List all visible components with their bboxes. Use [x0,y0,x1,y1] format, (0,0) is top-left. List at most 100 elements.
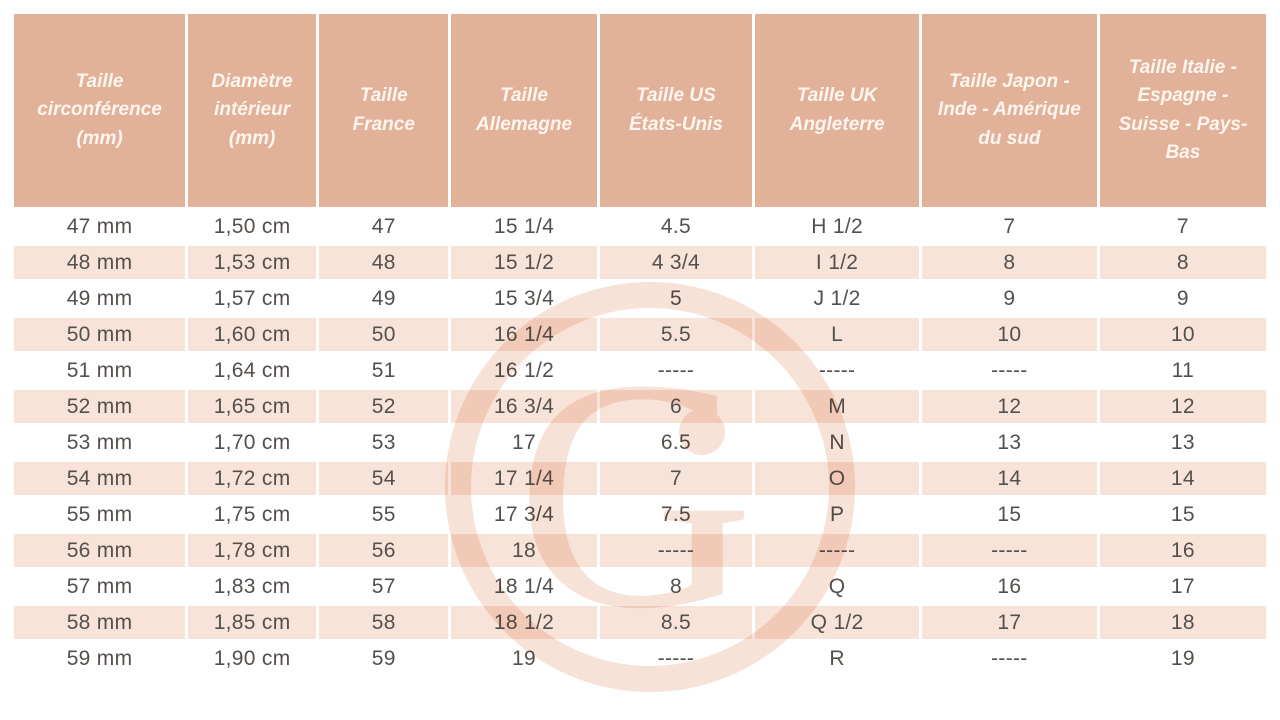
cell: 17 1/4 [451,462,597,495]
cell: ----- [599,642,753,675]
cell: 16 3/4 [451,390,597,423]
cell: 15 1/4 [451,210,597,243]
cell: R [755,642,919,675]
cell: 52 mm [14,390,186,423]
cell: 7 [599,462,753,495]
cell: 57 mm [14,570,186,603]
cell: 1,85 cm [188,606,317,639]
cell: 49 [319,282,449,315]
table-row: 54 mm 1,72 cm 54 17 1/4 7 O 14 14 [14,462,1266,495]
cell: 58 [319,606,449,639]
cell: 49 mm [14,282,186,315]
column-header: Diamètre intérieur (mm) [188,14,317,207]
cell: 1,75 cm [188,498,317,531]
cell: O [755,462,919,495]
cell: 52 [319,390,449,423]
cell: 17 [921,606,1097,639]
cell: 59 mm [14,642,186,675]
cell: 19 [451,642,597,675]
cell: 1,53 cm [188,246,317,279]
cell: 1,64 cm [188,354,317,387]
cell: ----- [599,354,753,387]
cell: 53 mm [14,426,186,459]
cell: 13 [921,426,1097,459]
cell: 1,70 cm [188,426,317,459]
cell: 7 [921,210,1097,243]
cell: 1,65 cm [188,390,317,423]
table-row: 59 mm 1,90 cm 59 19 ----- R ----- 19 [14,642,1266,675]
cell: 7.5 [599,498,753,531]
cell: 8 [921,246,1097,279]
cell: 1,83 cm [188,570,317,603]
cell: 47 [319,210,449,243]
cell: 18 [1099,606,1266,639]
cell: 14 [921,462,1097,495]
table-header-row: Taille circonférence (mm) Diamètre intéri… [14,14,1266,207]
cell: 53 [319,426,449,459]
cell: 8 [599,570,753,603]
cell: 12 [921,390,1097,423]
cell: 9 [1099,282,1266,315]
table-row: 56 mm 1,78 cm 56 18 ----- ----- ----- 16 [14,534,1266,567]
column-header: Taille circonférence (mm) [14,14,186,207]
table-row: 50 mm 1,60 cm 50 16 1/4 5.5 L 10 10 [14,318,1266,351]
cell: 17 3/4 [451,498,597,531]
cell: 18 1/2 [451,606,597,639]
cell: 56 mm [14,534,186,567]
cell: 57 [319,570,449,603]
cell: 1,57 cm [188,282,317,315]
cell: 17 [451,426,597,459]
cell: P [755,498,919,531]
cell: L [755,318,919,351]
cell: 11 [1099,354,1266,387]
column-header: Taille Allemagne [451,14,597,207]
table-row: 58 mm 1,85 cm 58 18 1/2 8.5 Q 1/2 17 18 [14,606,1266,639]
cell: ----- [599,534,753,567]
cell: N [755,426,919,459]
cell: 15 [921,498,1097,531]
cell: 8.5 [599,606,753,639]
cell: 16 1/2 [451,354,597,387]
cell: 1,90 cm [188,642,317,675]
cell: 18 [451,534,597,567]
cell: 16 1/4 [451,318,597,351]
column-header: Taille France [319,14,449,207]
cell: 6.5 [599,426,753,459]
cell: ----- [921,354,1097,387]
cell: 55 [319,498,449,531]
table-row: 49 mm 1,57 cm 49 15 3/4 5 J 1/2 9 9 [14,282,1266,315]
cell: 5 [599,282,753,315]
cell: 50 [319,318,449,351]
cell: 51 mm [14,354,186,387]
cell: 4.5 [599,210,753,243]
cell: 8 [1099,246,1266,279]
column-header: Taille Italie - Espagne - Suisse - Pays-… [1099,14,1266,207]
column-header: Taille UK Angleterre [755,14,919,207]
cell: ----- [755,534,919,567]
cell: I 1/2 [755,246,919,279]
column-header: Taille Japon - Inde - Amérique du sud [921,14,1097,207]
cell: 15 3/4 [451,282,597,315]
cell: 19 [1099,642,1266,675]
cell: 47 mm [14,210,186,243]
table-row: 52 mm 1,65 cm 52 16 3/4 6 M 12 12 [14,390,1266,423]
cell: ----- [921,534,1097,567]
cell: 6 [599,390,753,423]
cell: ----- [755,354,919,387]
table-row: 53 mm 1,70 cm 53 17 6.5 N 13 13 [14,426,1266,459]
cell: 12 [1099,390,1266,423]
cell: H 1/2 [755,210,919,243]
cell: M [755,390,919,423]
cell: 5.5 [599,318,753,351]
cell: ----- [921,642,1097,675]
cell: 15 1/2 [451,246,597,279]
cell: 14 [1099,462,1266,495]
ring-size-conversion-table: Taille circonférence (mm) Diamètre intéri… [11,11,1269,678]
cell: 16 [1099,534,1266,567]
cell: 50 mm [14,318,186,351]
cell: Q [755,570,919,603]
table-row: 47 mm 1,50 cm 47 15 1/4 4.5 H 1/2 7 7 [14,210,1266,243]
cell: 55 mm [14,498,186,531]
cell: 10 [1099,318,1266,351]
cell: 9 [921,282,1097,315]
